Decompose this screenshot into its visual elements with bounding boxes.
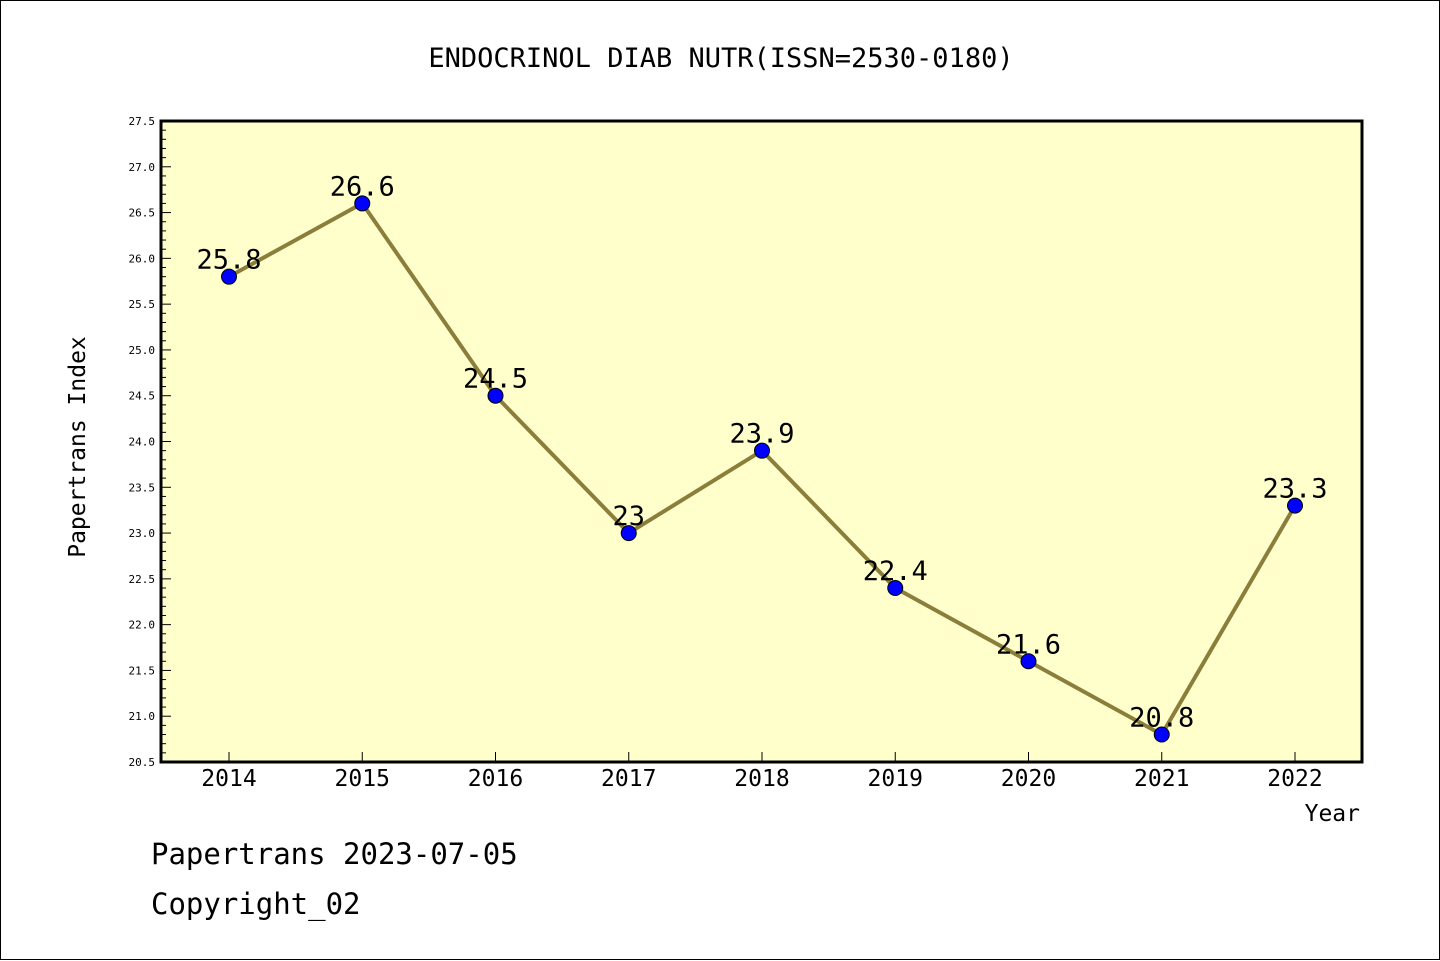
y-tick-label: 25.5 [129,298,156,311]
y-tick-label: 21.5 [129,664,156,677]
data-labels: 25.8 26.6 24.5 23 23.9 22.4 21.6 20.8 23.3 [196,171,1327,733]
y-tick-label: 25.0 [129,344,156,357]
x-tick-label: 2020 [1001,766,1056,792]
x-tick-label: 2015 [335,766,390,792]
x-tick-label: 2021 [1134,766,1189,792]
data-point [1287,497,1303,514]
data-point [1020,653,1037,670]
x-axis: 2014 2015 2016 2017 2018 2019 2020 2021 2022 [201,752,1323,792]
x-axis-label: Year [1305,801,1360,827]
y-tick-label: 22.0 [129,619,156,632]
y-tick-label: 21.0 [129,710,156,723]
y-tick-label: 27.5 [129,115,156,128]
y-tick-label: 23.0 [129,527,156,540]
plot-area [159,119,1364,764]
footer-date: Papertrans 2023-07-05 [151,837,518,871]
footer-copyright: Copyright_02 [151,887,361,922]
data-label: 23 [612,501,645,532]
data-point [354,195,371,212]
y-tick-label: 24.0 [129,436,156,449]
data-point [221,268,237,285]
data-label: 21.6 [996,629,1061,660]
data-label: 23.3 [1262,474,1327,505]
x-tick-label: 2022 [1267,766,1322,792]
y-tick-label: 24.5 [129,390,156,403]
x-tick-label: 2019 [868,766,923,792]
data-label: 25.8 [196,245,261,276]
data-point [487,387,504,404]
data-label: 20.8 [1129,703,1194,734]
y-tick-label: 22.5 [129,573,156,586]
data-label: 26.6 [330,171,395,202]
data-point [887,580,904,597]
x-tick-label: 2017 [601,766,656,792]
x-tick-label: 2016 [468,766,523,792]
y-tick-label: 26.0 [129,252,156,265]
y-tick-label: 23.5 [129,481,156,494]
data-label: 22.4 [863,556,928,587]
chart-title: ENDOCRINOL DIAB NUTR(ISSN=2530-0180) [428,43,1013,74]
data-label: 24.5 [463,364,528,395]
data-point [1153,726,1170,743]
data-label: 23.9 [729,419,794,450]
y-axis-label: Papertrans Index [65,336,91,558]
y-axis: 20.5 21.0 21.5 22.0 22.5 23.0 23.5 24.0 24.5 25.0… [129,115,171,769]
y-tick-label: 26.5 [129,207,156,220]
y-tick-label: 27.0 [129,161,156,174]
x-tick-label: 2018 [734,766,789,792]
data-point [754,442,770,459]
x-tick-label: 2014 [201,766,256,792]
data-point [620,525,637,542]
data-points [221,195,1303,743]
y-tick-label: 20.5 [129,756,156,769]
